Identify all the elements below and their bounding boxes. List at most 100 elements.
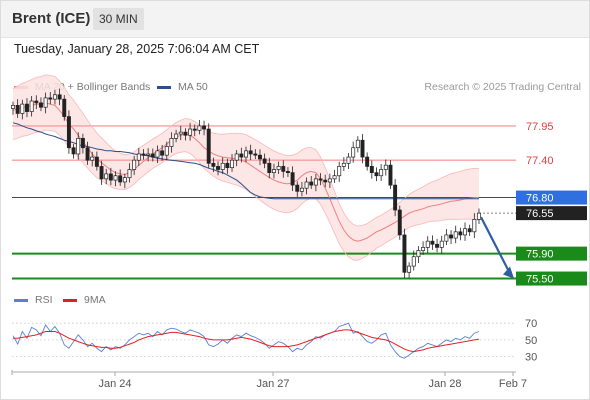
candle-body [66,116,71,149]
candle-body [309,181,314,186]
candle-body [467,228,472,233]
candle-body [94,156,99,167]
candle-body [369,166,374,173]
x-tick-label: Jan 27 [256,378,289,390]
candle-body [374,172,379,177]
candle-body [449,234,454,239]
candle-body [11,105,15,109]
candle-body [411,256,416,267]
candle-body [132,159,137,170]
candle-body [253,153,258,156]
candle-body [113,175,118,181]
candle-body [453,231,458,239]
level-tag-label: 76.80 [526,193,554,205]
candle-body [169,138,174,147]
candle-body [262,158,267,164]
rsi-line [12,322,480,359]
candle-body [155,150,160,158]
candle-body [230,159,234,169]
candle-body [62,98,67,117]
candle-body [216,166,221,170]
rsi-ma-label: 9MA [84,294,106,306]
level-tag-label: 77.40 [526,155,554,167]
candle-body [85,147,90,161]
candle-body [52,94,57,100]
level-tag-label: 77.95 [526,121,554,133]
candle-body [458,231,463,236]
rsi-ma-line [13,329,480,353]
candle-body [327,178,332,183]
candle-body [355,139,360,149]
candle-body [164,146,169,156]
candle-body [43,97,48,108]
x-tick-label: Jan 24 [98,378,131,390]
candle-body [29,100,34,112]
header-bar: Brent (ICE) 30 MIN [1,1,589,38]
timestamp: Tuesday, January 28, 2025 7:06:04 AM CET [14,42,260,56]
level-tag-label: 76.55 [526,208,554,220]
candle-body [425,240,430,248]
candle-body [281,166,286,172]
candle-body [225,162,230,169]
candle-body [25,103,29,112]
candle-body [150,153,155,158]
candle-body [271,169,276,173]
ma50-line [12,122,479,200]
candle-body [323,179,328,183]
candle-body [360,139,365,158]
ma50-swatch [157,85,171,89]
candle-body [258,154,262,160]
candle-body [430,240,435,245]
candle-body [211,162,216,167]
level-tag-box [516,206,587,221]
bollinger-band [13,74,479,261]
level-tag-box [516,271,587,286]
candle-body [38,102,43,108]
candle-body [313,178,318,186]
bollinger-upper [12,74,480,227]
candle-body [267,162,272,173]
candle-body [248,150,253,155]
candle-body [174,133,179,139]
candle-body [160,150,165,156]
candle-body [136,153,141,161]
candle-body [435,243,440,248]
level-tag-label: 75.50 [526,274,554,286]
candle-body [290,172,295,186]
candle-body [90,156,95,161]
candle-body [393,184,398,211]
rsi-tick-label: 50 [525,335,537,347]
candle-body [122,177,127,183]
candle-body [299,187,304,192]
candle-body [127,169,132,178]
candle-body [141,153,146,156]
candle-body [178,131,183,135]
rsi-label: RSI [35,294,53,306]
forecast-arrow-shaft [480,216,511,275]
timeframe-button[interactable]: 30 MIN [93,8,144,30]
candle-body [379,169,384,177]
legend-rsi-ma: 9MA [63,294,106,306]
candle-body [341,162,346,167]
instrument-title: Brent (ICE) [12,10,91,27]
candle-body [472,219,477,233]
candle-body [444,234,449,242]
credit-text: Research © 2025 Trading Central [424,81,581,93]
candle-body [183,131,188,136]
rsi-tick-label: 70 [525,318,537,330]
rsi-swatch [14,298,28,302]
candle-body [383,164,388,170]
candle-body [421,247,426,251]
candle-body [57,94,62,100]
candle-body [463,228,467,236]
candle-body [239,153,244,158]
candle-body [346,156,351,164]
level-tag-box [516,190,587,205]
candle-body [402,234,407,273]
candle-body [20,103,25,114]
candle-body [397,209,402,236]
candle-body [15,105,20,114]
candle-body [220,162,225,170]
rsi-tick-label: 30 [525,352,537,364]
